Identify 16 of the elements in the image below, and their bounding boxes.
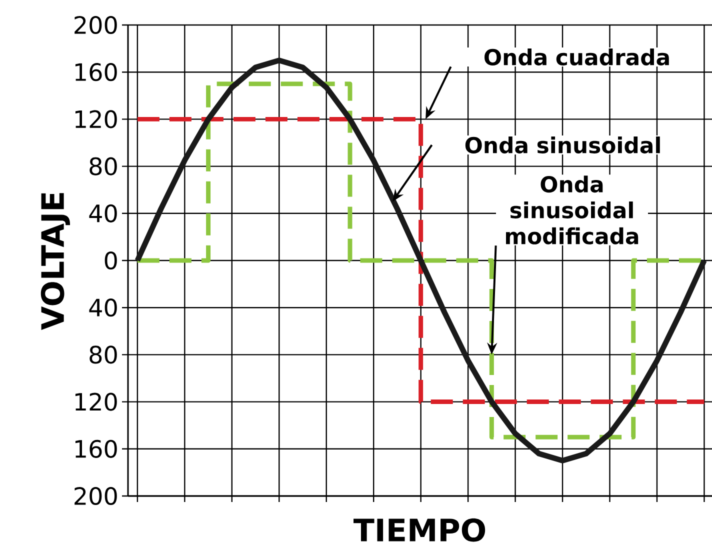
y-tick-label: 160 [75, 440, 117, 458]
x-axis-title: TIEMPO [354, 518, 486, 542]
y-tick-label: 200 [74, 486, 117, 506]
y-tick-label: 40 [89, 298, 117, 317]
annotation: Onda sinusoidal modificada [506, 176, 638, 244]
y-tick-label: 80 [90, 346, 117, 364]
y-tick-label: 40 [89, 204, 117, 222]
y-tick-label: 200 [74, 16, 117, 34]
y-tick-label: 120 [75, 392, 117, 411]
y-tick-label: 160 [75, 63, 117, 82]
annotation: Onda sinusoidal [465, 136, 660, 154]
y-tick-label: 80 [90, 157, 117, 176]
y-axis-title: VOLTAJE [40, 193, 70, 330]
annotation: Onda cuadrada [484, 48, 669, 66]
y-tick-label: 0 [104, 251, 117, 270]
y-tick-label: 120 [75, 110, 117, 128]
